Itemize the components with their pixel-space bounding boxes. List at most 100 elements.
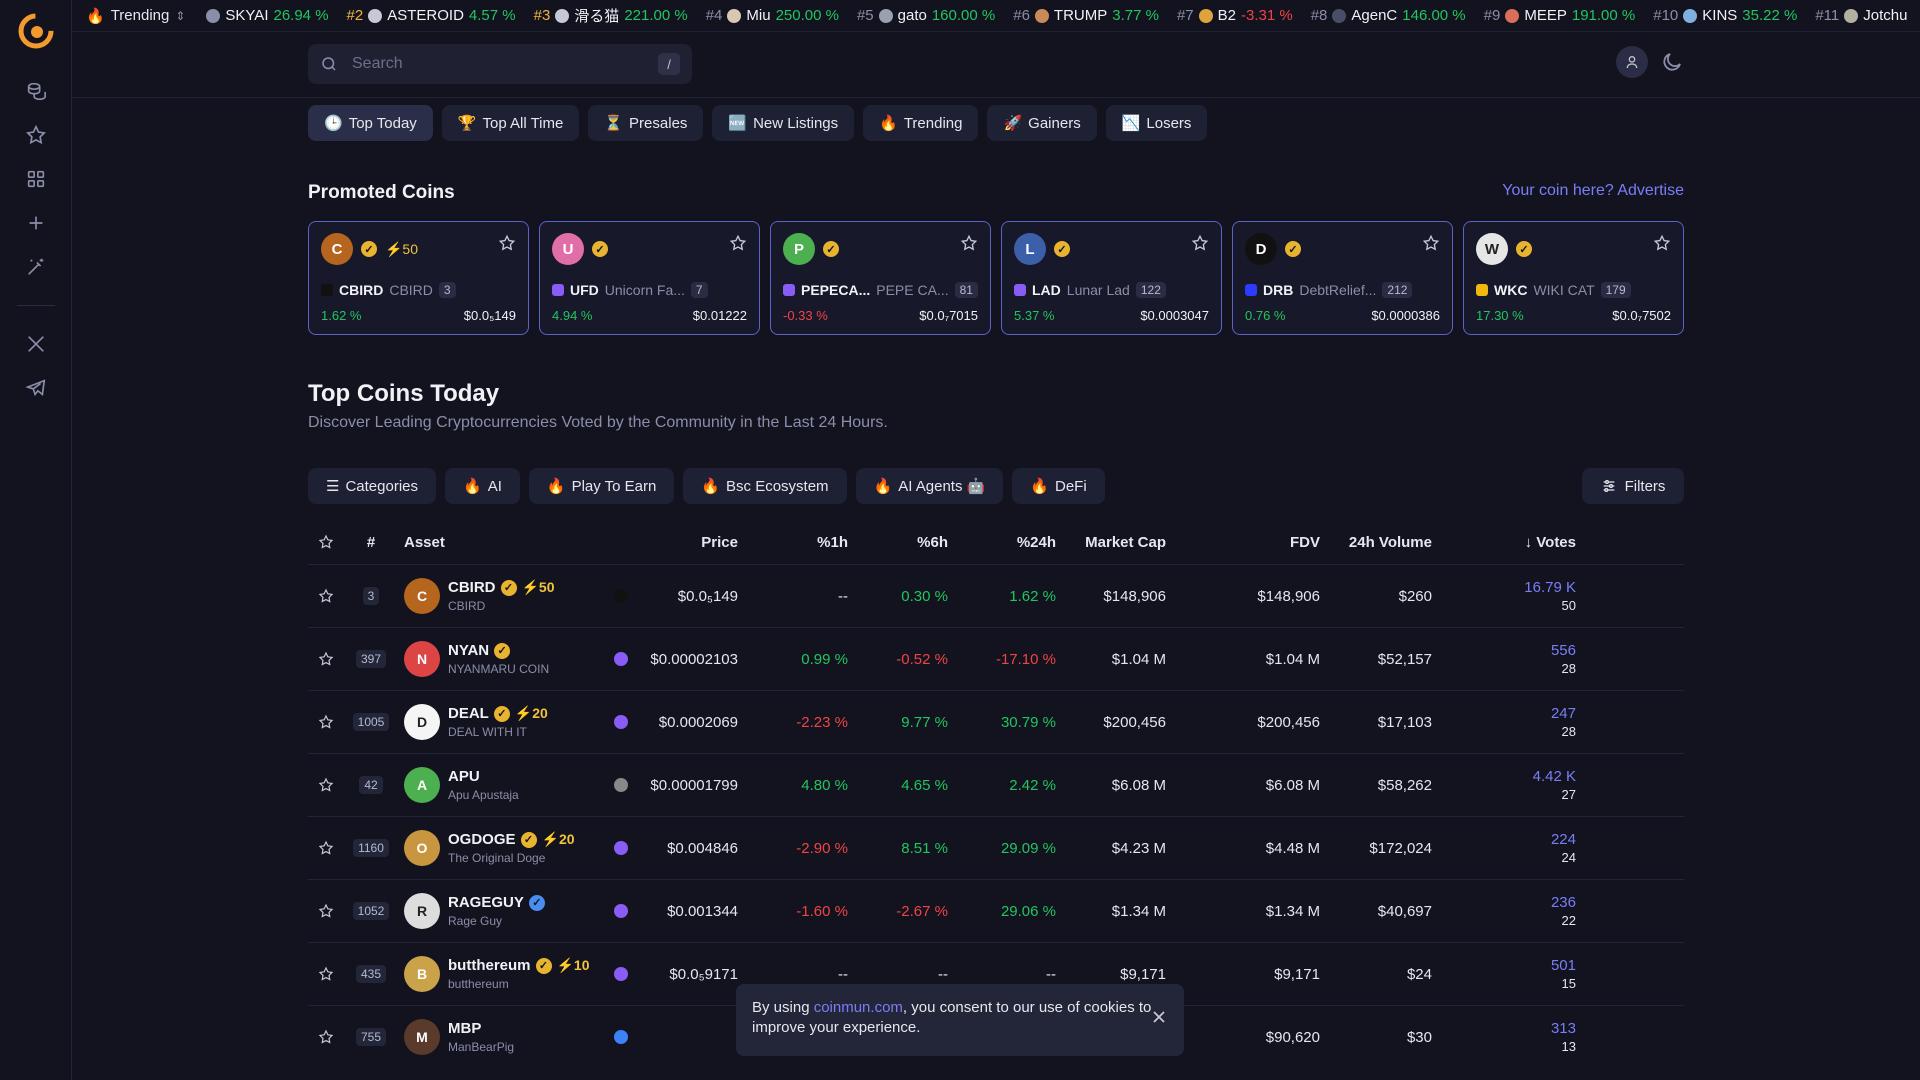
favorite-star-icon[interactable] [729, 234, 747, 252]
table-row[interactable]: 42 A APU Apu Apustaja $0.00001799 4.80 % 4.65 … [308, 753, 1684, 816]
votes-cell[interactable]: 247 28 [1432, 705, 1588, 739]
category-categories[interactable]: ☰ Categories [308, 468, 436, 504]
verified-icon: ✓ [528, 894, 545, 911]
asset-text: DEAL ✓ ⚡20 DEAL WITH IT [448, 705, 548, 739]
grid-icon[interactable] [16, 159, 56, 199]
tab-top-today[interactable]: 🕒 Top Today [308, 105, 433, 141]
filters-button[interactable]: Filters [1582, 468, 1684, 504]
votes-cell[interactable]: 224 24 [1432, 831, 1588, 865]
tab-top-all-time[interactable]: 🏆 Top All Time [441, 105, 580, 141]
asset-cell[interactable]: O OGDOGE ✓ ⚡20 The Original Doge [404, 830, 575, 866]
promoted-card-bottom: 1.62 % $0.0₅149 [321, 308, 516, 323]
ticker-item[interactable]: #5 gato 160.00 % [857, 5, 995, 26]
plus-icon[interactable] [16, 203, 56, 243]
ticker-item[interactable]: #7 B2 -3.31 % [1177, 5, 1293, 26]
ticker-item[interactable]: #11 Jotchu [1815, 5, 1912, 26]
price-change: 0.76 % [1245, 308, 1286, 323]
advertise-link[interactable]: Your coin here? Advertise [1502, 182, 1684, 199]
search-input[interactable] [352, 55, 658, 73]
x-twitter-icon[interactable] [16, 324, 56, 364]
favorite-star-icon[interactable] [308, 588, 344, 604]
asset-cell[interactable]: A APU Apu Apustaja [404, 767, 519, 803]
votes-cell[interactable]: 4.42 K 27 [1432, 768, 1588, 802]
table-row[interactable]: 397 N NYAN ✓ NYANMARU COIN $0.00002103 0.99 % -… [308, 627, 1684, 690]
category-ai[interactable]: 🔥 AI [445, 468, 520, 504]
asset-cell[interactable]: D DEAL ✓ ⚡20 DEAL WITH IT [404, 704, 548, 740]
coins-icon[interactable] [16, 71, 56, 111]
telegram-icon[interactable] [16, 368, 56, 408]
promoted-card[interactable]: U ✓ UFD Unicorn Fa... 7 4.94 % $0.01222 [539, 221, 760, 335]
tab-gainers[interactable]: 🚀 Gainers [987, 105, 1097, 141]
favorite-star-icon[interactable] [498, 234, 516, 252]
asset-cell[interactable]: C CBIRD ✓ ⚡50 CBIRD [404, 578, 555, 614]
ticker-item[interactable]: #8 AgenC 146.00 % [1311, 5, 1466, 26]
ticker-item[interactable]: SKYAI 26.94 % [201, 5, 329, 26]
votes-cell[interactable]: 16.79 K 50 [1432, 579, 1588, 613]
logo-icon[interactable] [18, 13, 54, 49]
asset-cell[interactable]: M MBP ManBearPig [404, 1019, 514, 1055]
promoted-card[interactable]: L ✓ LAD Lunar Lad 122 5.37 % $0.0003047 [1001, 221, 1222, 335]
trending-ticker: 🔥 Trending ⇕ SKYAI 26.94 % #2 ASTEROID 4.57 … [72, 0, 1920, 32]
favorite-star-icon[interactable] [308, 777, 344, 793]
tab-losers[interactable]: 📉 Losers [1105, 105, 1208, 141]
user-button[interactable] [1616, 46, 1648, 78]
tab-trending[interactable]: 🔥 Trending [863, 105, 979, 141]
verified-icon: ✓ [500, 579, 517, 596]
promoted-title: Promoted Coins [308, 182, 455, 203]
favorite-star-icon[interactable] [1191, 234, 1209, 252]
coin-price: $0.01222 [692, 308, 747, 323]
category-bsc-ecosystem[interactable]: 🔥 Bsc Ecosystem [683, 468, 847, 504]
favorite-star-icon[interactable] [1422, 234, 1440, 252]
promoted-card[interactable]: P ✓ PEPECA... PEPE CA... 81 -0.33 % $0.0₇7015 [770, 221, 991, 335]
table-row[interactable]: 3 C CBIRD ✓ ⚡50 CBIRD $0.0₅149 -- 0.30 % 1.62 % $1… [308, 564, 1684, 627]
ticker-item[interactable]: #10 KINS 35.22 % [1653, 5, 1797, 26]
favorite-star-icon[interactable] [308, 1029, 344, 1045]
moon-icon[interactable] [1660, 50, 1684, 74]
close-icon[interactable] [1152, 1010, 1166, 1024]
tab-new-listings[interactable]: 🆕 New Listings [712, 105, 855, 141]
ticker-item[interactable]: #2 ASTEROID 4.57 % [347, 5, 516, 26]
favorite-star-icon[interactable] [308, 714, 344, 730]
category-play-to-earn[interactable]: 🔥 Play To Earn [528, 468, 675, 504]
votes-total: 16.79 K [1524, 579, 1576, 596]
magic-wand-icon[interactable] [16, 247, 56, 287]
trending-selector[interactable]: 🔥 Trending ⇕ [86, 7, 186, 25]
favorite-star-icon[interactable] [308, 966, 344, 982]
search-box[interactable]: / [308, 44, 692, 84]
column-header[interactable]: ↓ Votes [1524, 533, 1576, 551]
tab-presales[interactable]: ⏳ Presales [588, 105, 704, 141]
promoted-card[interactable]: C ✓ ⚡50 CBIRD CBIRD 3 1.62 % $0.0₅149 [308, 221, 529, 335]
votes-cell[interactable]: 501 15 [1432, 957, 1588, 991]
favorite-star-icon[interactable] [960, 234, 978, 252]
asset-cell[interactable]: N NYAN ✓ NYANMARU COIN [404, 641, 549, 677]
coin-avatar: R [404, 893, 440, 929]
category-label: Categories [345, 477, 418, 495]
votes-cell[interactable]: 556 28 [1432, 642, 1588, 676]
votes-cell[interactable]: 313 13 [1432, 1020, 1588, 1054]
table-row[interactable]: 1005 D DEAL ✓ ⚡20 DEAL WITH IT $0.0002069 -2.23… [308, 690, 1684, 753]
cookie-site-link[interactable]: coinmun.com [813, 999, 903, 1016]
favorite-star-icon[interactable] [308, 903, 344, 919]
asset-cell[interactable]: R RAGEGUY ✓ Rage Guy [404, 893, 545, 929]
ticker-item[interactable]: #9 MEEP 191.00 % [1484, 5, 1636, 26]
favorite-star-icon[interactable] [308, 840, 344, 856]
coin-name: DebtRelief... [1299, 282, 1377, 298]
favorite-star-icon[interactable] [308, 651, 344, 667]
table-row[interactable]: 1160 O OGDOGE ✓ ⚡20 The Original Doge $0.00484… [308, 816, 1684, 879]
fire-icon: 🔥 [463, 478, 482, 495]
tab-label: Presales [629, 114, 688, 132]
promoted-card[interactable]: W ✓ WKC WIKI CAT 179 17.30 % $0.0₇7502 [1463, 221, 1684, 335]
votes-today: 15 [1561, 976, 1576, 991]
table-row[interactable]: 1052 R RAGEGUY ✓ Rage Guy $0.001344 -1.60 % -2.… [308, 879, 1684, 942]
ticker-item[interactable]: #3 滑る猫 221.00 % [534, 5, 688, 26]
ticker-item[interactable]: #6 TRUMP 3.77 % [1013, 5, 1159, 26]
star-icon[interactable] [16, 115, 56, 155]
ticker-item[interactable]: #4 Miu 250.00 % [706, 5, 839, 26]
votes-cell[interactable]: 236 22 [1432, 894, 1588, 928]
category-defi[interactable]: 🔥 DeFi [1012, 468, 1105, 504]
promoted-card[interactable]: D ✓ DRB DebtRelief... 212 0.76 % $0.0000386 [1232, 221, 1453, 335]
favorite-star-icon[interactable] [1653, 234, 1671, 252]
category-ai-agents[interactable]: 🔥 AI Agents 🤖 [855, 468, 1004, 504]
